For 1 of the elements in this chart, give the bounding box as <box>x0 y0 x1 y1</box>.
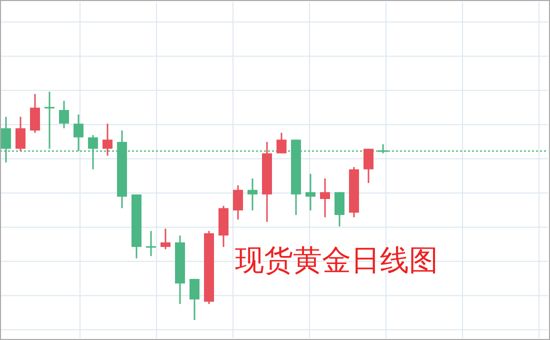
annotation: 现货黄金日线图 <box>235 243 438 277</box>
